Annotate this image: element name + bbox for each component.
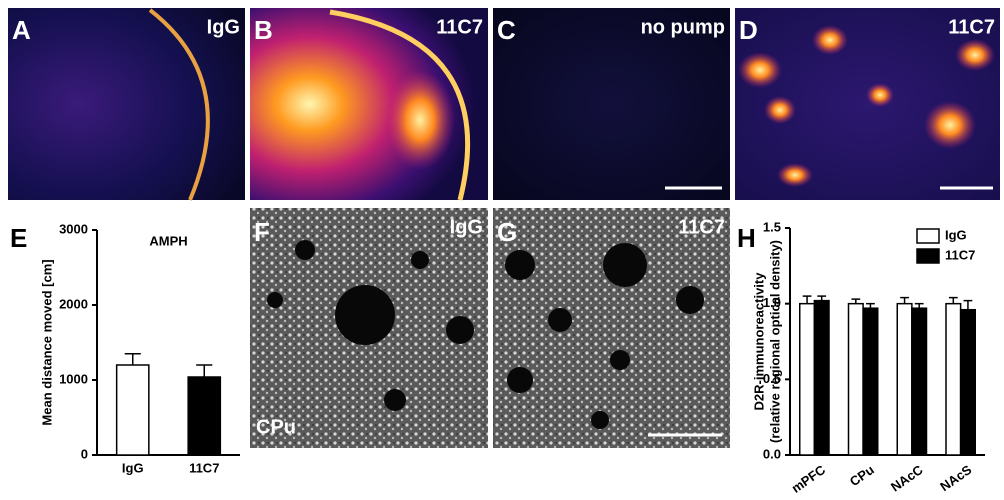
- panel-label: 11C7: [436, 16, 483, 38]
- y-axis-label: D2R-immunoreactivity: [751, 272, 766, 411]
- bar: [117, 365, 149, 455]
- panel-letter: G: [497, 217, 517, 247]
- y-tick-label: 1000: [59, 371, 88, 386]
- panel-letter: D: [739, 15, 758, 45]
- image-detail: [385, 70, 455, 170]
- figure: A IgG B 11C7 C no pump D 11C7 F IgG CPu …: [0, 0, 1004, 500]
- y-axis-label: (relative regional optical density): [767, 240, 782, 443]
- region-label: CPu: [256, 416, 296, 438]
- y-tick-label: 1.0: [763, 295, 781, 310]
- y-tick-label: 2000: [59, 296, 88, 311]
- bar: [800, 304, 815, 455]
- x-tick-label: 11C7: [189, 460, 219, 475]
- bar: [188, 377, 220, 455]
- image-g: [493, 208, 730, 448]
- x-tick-label: CPu: [847, 462, 877, 489]
- bar: [912, 308, 927, 455]
- bar: [814, 301, 829, 455]
- panel-label: 11C7: [678, 216, 725, 238]
- legend-label: IgG: [945, 227, 967, 242]
- panel-letter: E: [10, 223, 27, 253]
- panel-letter: C: [497, 15, 516, 45]
- x-tick-label: mPFC: [789, 462, 829, 496]
- panel-label: no pump: [641, 16, 725, 38]
- y-tick-label: 3000: [59, 221, 88, 236]
- bar: [897, 304, 912, 455]
- panel-letter: A: [12, 15, 31, 45]
- panel-label: 11C7: [948, 16, 995, 38]
- legend-swatch: [917, 229, 939, 243]
- legend-swatch: [917, 249, 939, 263]
- y-tick-label: 0: [81, 446, 88, 461]
- y-tick-label: 1.5: [763, 219, 781, 234]
- legend-label: 11C7: [945, 247, 975, 262]
- panel-letter: H: [737, 223, 756, 253]
- bar: [961, 310, 976, 455]
- x-tick-label: IgG: [122, 460, 144, 475]
- panel-letter: B: [254, 15, 273, 45]
- bar: [863, 308, 878, 455]
- panel-letter: F: [254, 217, 270, 247]
- y-tick-label: 0.5: [763, 371, 781, 386]
- x-tick-label: NAcC: [888, 462, 926, 495]
- y-axis-label: Mean distance moved [cm]: [39, 259, 54, 425]
- chart-title: AMPH: [149, 233, 187, 248]
- x-tick-label: NAcS: [937, 462, 974, 494]
- bar: [849, 304, 864, 455]
- bar: [946, 304, 961, 455]
- y-tick-label: 0.0: [763, 446, 781, 461]
- panel-label: IgG: [207, 16, 240, 38]
- panel-label: IgG: [450, 216, 483, 238]
